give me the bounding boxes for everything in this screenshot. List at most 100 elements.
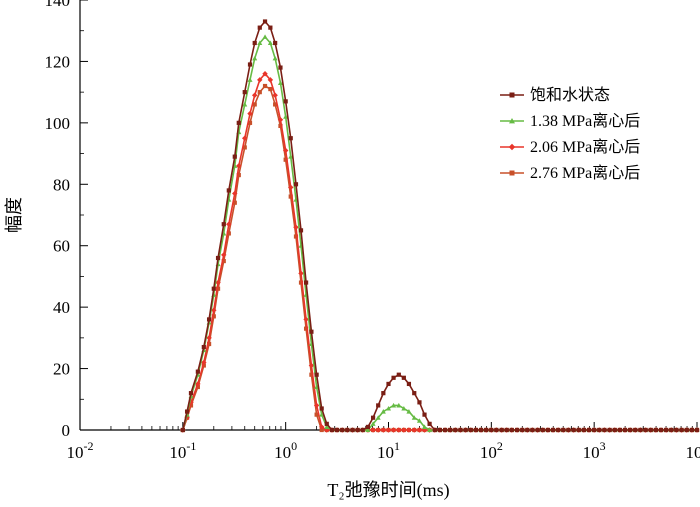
data-point — [618, 428, 622, 432]
data-point — [263, 84, 267, 88]
data-point — [520, 428, 524, 432]
data-point — [685, 428, 689, 432]
data-point — [659, 428, 663, 432]
legend-swatch-marker — [510, 171, 515, 176]
data-point — [654, 428, 658, 432]
data-point — [253, 41, 257, 45]
data-point — [185, 409, 189, 413]
data-point — [674, 428, 678, 432]
data-point — [479, 428, 483, 432]
data-point — [299, 228, 303, 232]
data-point — [212, 287, 216, 291]
data-point — [320, 406, 324, 410]
data-point — [443, 428, 447, 432]
data-point — [345, 428, 349, 432]
data-point — [376, 403, 380, 407]
series-layer — [180, 19, 700, 432]
data-point — [592, 428, 596, 432]
data-point — [335, 428, 339, 432]
x-tick-label: 100 — [274, 439, 297, 462]
data-point — [669, 428, 673, 432]
data-point — [196, 370, 200, 374]
data-point — [649, 428, 653, 432]
legend-label: 1.38 MPa离心后 — [530, 112, 640, 130]
data-point — [602, 428, 606, 432]
data-point — [181, 428, 185, 432]
data-point — [381, 391, 385, 395]
data-point — [227, 188, 231, 192]
data-point — [489, 428, 493, 432]
data-point — [633, 428, 637, 432]
data-point — [268, 87, 272, 91]
data-point — [258, 26, 262, 30]
data-point — [273, 41, 277, 45]
data-point — [391, 376, 395, 380]
legend-label: 2.76 MPa离心后 — [530, 164, 640, 182]
data-point — [566, 428, 570, 432]
y-tick-label: 40 — [53, 298, 70, 317]
data-point — [237, 121, 241, 125]
data-point — [397, 373, 401, 377]
legend-swatch-marker — [509, 144, 516, 151]
data-point — [664, 428, 668, 432]
data-point — [427, 422, 431, 426]
data-point — [216, 256, 220, 260]
data-point — [284, 99, 288, 103]
data-point — [458, 428, 462, 432]
data-point — [417, 400, 421, 404]
data-point — [582, 428, 586, 432]
legend: 饱和水状态 1.38 MPa离心后 2.06 MPa离心后 2.76 MPa离心后 — [500, 86, 640, 182]
data-point — [189, 391, 193, 395]
data-point — [371, 416, 375, 420]
legend-entry: 1.38 MPa离心后 — [500, 112, 640, 130]
data-point — [505, 428, 509, 432]
data-point — [289, 136, 293, 140]
x-tick-label: 103 — [583, 439, 606, 462]
data-point — [207, 317, 211, 321]
data-point — [407, 382, 411, 386]
data-point — [525, 428, 529, 432]
data-point — [412, 391, 416, 395]
y-tick-label: 20 — [53, 360, 70, 379]
data-point — [448, 428, 452, 432]
data-point — [546, 428, 550, 432]
data-point — [361, 428, 365, 432]
data-point — [330, 428, 334, 432]
y-axis-title: 幅度 — [4, 197, 24, 233]
data-point — [500, 428, 504, 432]
data-point — [263, 34, 268, 39]
data-point — [325, 422, 329, 426]
data-point — [679, 428, 683, 432]
data-point — [474, 428, 478, 432]
axes: 10-210-110010110210310402040608010012014… — [45, 0, 700, 462]
data-point — [572, 428, 576, 432]
data-point — [258, 90, 262, 94]
y-tick-label: 0 — [62, 421, 71, 440]
data-point — [350, 428, 354, 432]
data-point — [315, 373, 319, 377]
data-point — [248, 62, 252, 66]
data-point — [273, 56, 278, 61]
data-point — [278, 65, 282, 69]
legend-label: 2.06 MPa离心后 — [530, 138, 640, 156]
series-line — [183, 86, 697, 430]
data-point — [202, 345, 206, 349]
data-point — [356, 428, 360, 432]
data-point — [453, 428, 457, 432]
data-point — [263, 19, 267, 23]
y-tick-label: 100 — [45, 114, 71, 133]
data-point — [690, 428, 694, 432]
y-tick-label: 140 — [45, 0, 71, 10]
legend-entry: 饱和水状态 — [500, 86, 610, 104]
data-point — [340, 428, 344, 432]
data-point — [510, 428, 514, 432]
legend-label: 饱和水状态 — [530, 86, 610, 104]
data-point — [556, 428, 560, 432]
y-tick-label: 120 — [45, 52, 71, 71]
data-point — [628, 428, 632, 432]
data-point — [530, 428, 534, 432]
data-point — [366, 425, 370, 429]
data-point — [304, 280, 308, 284]
